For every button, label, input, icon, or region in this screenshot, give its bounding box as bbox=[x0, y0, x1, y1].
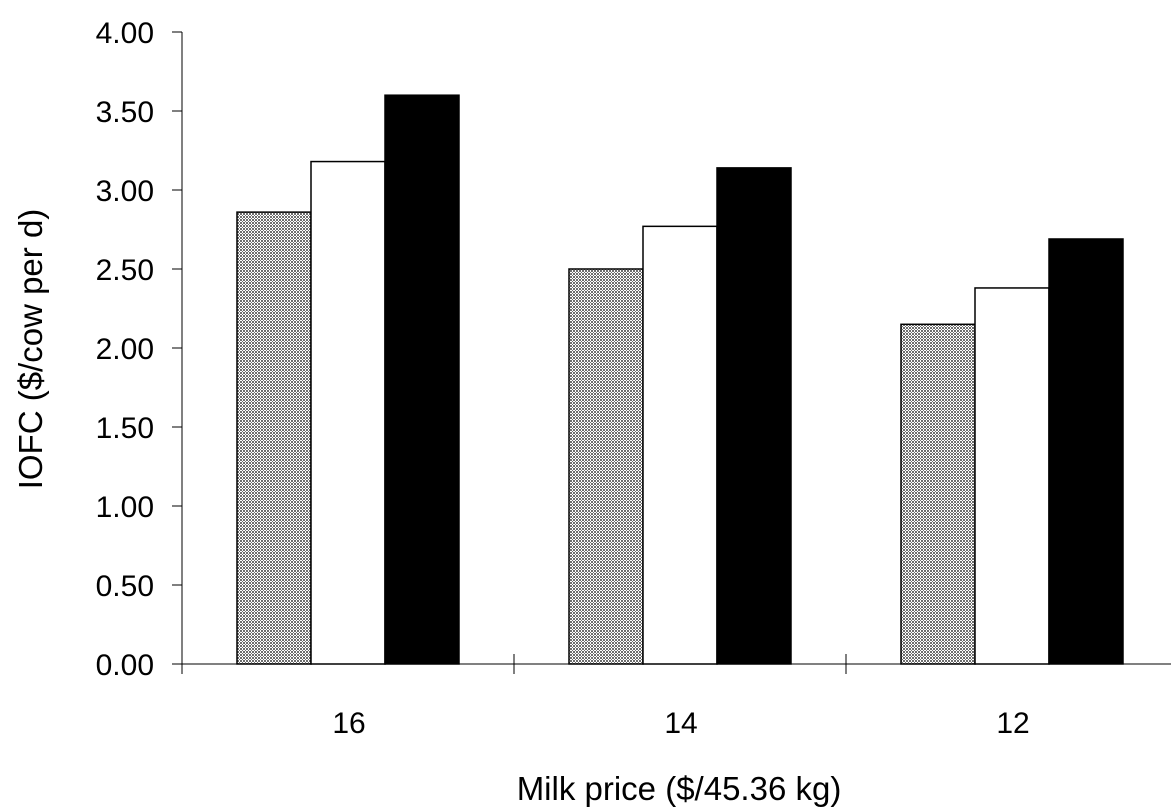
x-tick-label: 12 bbox=[996, 707, 1029, 740]
y-tick-label: 4.00 bbox=[96, 17, 154, 50]
bar-series-2-14 bbox=[642, 225, 718, 665]
y-tick-label: 3.50 bbox=[96, 96, 154, 129]
x-axis: 16 14 12 bbox=[181, 654, 1171, 740]
y-tick-label: 0.50 bbox=[96, 570, 154, 603]
x-axis-title: Milk price ($/45.36 kg) bbox=[517, 770, 842, 807]
bar-series-2-16 bbox=[310, 160, 386, 665]
y-axis: 0.00 0.50 1.00 1.50 2.00 2.50 3.00 3.50 4.00 bbox=[96, 17, 183, 682]
bar-series-3-16 bbox=[384, 94, 460, 665]
bar-series-1-16 bbox=[236, 211, 312, 665]
bar-series-1-14 bbox=[568, 268, 644, 665]
bar-series-3-14 bbox=[716, 167, 792, 665]
y-axis-title: IOFC ($/cow per d) bbox=[12, 209, 49, 490]
y-tick-label: 2.00 bbox=[96, 333, 154, 366]
bar-series-1-12 bbox=[900, 323, 976, 665]
y-tick-label: 2.50 bbox=[96, 254, 154, 287]
x-tick-label: 14 bbox=[664, 707, 697, 740]
x-tick-label: 16 bbox=[332, 707, 365, 740]
y-tick-label: 3.00 bbox=[96, 175, 154, 208]
bar-series-3-12 bbox=[1048, 238, 1124, 665]
bars bbox=[236, 94, 1124, 665]
y-tick-label: 1.00 bbox=[96, 491, 154, 524]
bar-series-2-12 bbox=[974, 287, 1050, 665]
y-tick-label: 0.00 bbox=[96, 649, 154, 682]
y-tick-label: 1.50 bbox=[96, 412, 154, 445]
